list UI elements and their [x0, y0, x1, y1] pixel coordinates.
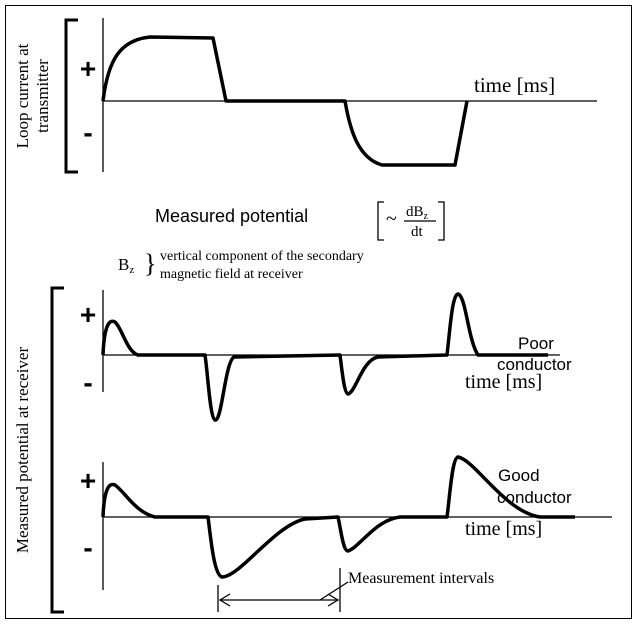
bracket — [64, 18, 78, 174]
arrowheads — [218, 593, 340, 607]
minus: - — [83, 532, 92, 563]
measurement-intervals: Measurement intervals — [217, 568, 494, 612]
plus: + — [80, 465, 96, 496]
trace-name: conductor — [497, 488, 572, 507]
annotation: Measurement intervals — [348, 570, 494, 587]
text: z — [129, 264, 134, 276]
trace-name: conductor — [497, 355, 572, 374]
axis-label: time [ms] — [465, 371, 542, 393]
y-label: Measured potential at receiver — [13, 347, 32, 554]
text: z — [424, 211, 429, 222]
approx: ~ — [386, 208, 397, 230]
text: dB — [406, 204, 424, 220]
y-label: transmitter — [33, 59, 52, 133]
receiver-panel: Measured potential at receiver + - Poor … — [13, 286, 612, 614]
formula: Measured potential ~ dBz dt — [155, 201, 445, 241]
symbol: Bz — [118, 255, 134, 276]
plus: + — [80, 53, 96, 84]
y-label: Loop current at — [13, 43, 32, 148]
text: B — [118, 255, 129, 274]
plus: + — [80, 299, 96, 330]
leader — [319, 581, 349, 601]
axis-label: time [ms] — [474, 73, 555, 97]
transmitter-panel: Loop current at transmitter + - time [ms… — [13, 18, 597, 174]
note-line: magnetic field at receiver — [160, 267, 303, 282]
axis-label: time [ms] — [465, 518, 542, 540]
formula-label: Measured potential — [155, 206, 308, 226]
bracket — [377, 201, 445, 241]
border — [5, 5, 632, 619]
minus: - — [83, 367, 92, 398]
denominator: dt — [411, 224, 424, 240]
good-response — [101, 455, 575, 579]
bracket — [50, 286, 64, 614]
bz-note: Bz } vertical component of the secondary… — [118, 249, 364, 282]
trace-name: Poor — [518, 334, 554, 353]
trace-name: Good — [498, 466, 540, 485]
brace: } — [144, 249, 156, 278]
minus: - — [83, 117, 92, 148]
note-line: vertical component of the secondary — [160, 249, 364, 264]
poor-response — [101, 292, 548, 422]
numerator: dBz — [406, 204, 429, 222]
current-curve — [101, 35, 469, 167]
